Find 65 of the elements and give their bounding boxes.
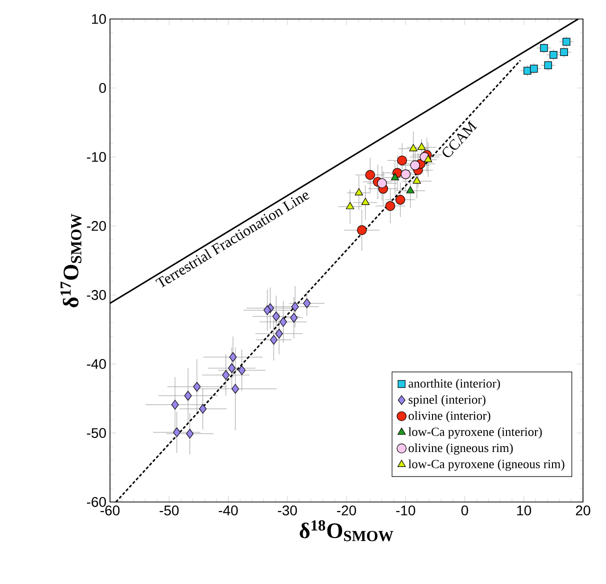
point xyxy=(184,390,192,401)
point xyxy=(424,155,432,162)
legend-label: olivine (interior) xyxy=(408,411,490,422)
legend-label: spinel (interior) xyxy=(408,395,486,406)
point xyxy=(395,194,406,205)
x-tick-label: -10 xyxy=(396,506,416,516)
point xyxy=(397,156,407,166)
point xyxy=(199,404,207,414)
x-tick-label: -20 xyxy=(337,506,356,516)
y-tick-label: -20 xyxy=(86,221,106,231)
point xyxy=(232,384,240,394)
point xyxy=(346,202,354,210)
point xyxy=(390,173,400,180)
point xyxy=(264,305,272,316)
point xyxy=(275,328,283,339)
point xyxy=(410,160,420,170)
point xyxy=(385,201,396,211)
x-tick-label: 20 xyxy=(576,506,590,516)
x-tick-label: 10 xyxy=(517,506,532,516)
point xyxy=(290,312,298,323)
point xyxy=(406,186,414,194)
point xyxy=(361,198,370,206)
y-tick-label: -50 xyxy=(86,428,106,438)
x-axis-title: δ$^{18}$O$_{SMOW}$ xyxy=(300,520,394,542)
point xyxy=(270,334,278,345)
point xyxy=(186,428,194,439)
legend-label: low-Ca pyroxene (igneous rim) xyxy=(408,459,564,471)
x-tick-label: -60 xyxy=(100,506,120,516)
y-tick-label: -60 xyxy=(86,497,106,507)
y-tick-label: -30 xyxy=(86,290,106,300)
y-tick-label: 10 xyxy=(92,14,106,24)
point xyxy=(171,400,179,410)
x-tick-label: -30 xyxy=(278,506,297,516)
point xyxy=(409,144,418,152)
point xyxy=(530,64,538,73)
point xyxy=(222,370,230,380)
point xyxy=(238,365,246,376)
point xyxy=(229,352,237,362)
x-tick-label: 0 xyxy=(461,506,468,516)
x-tick-label: -50 xyxy=(160,506,179,516)
y-tick-label: -10 xyxy=(86,152,106,162)
point xyxy=(400,169,411,180)
legend-label: low-Ca pyroxene (interior) xyxy=(408,427,542,439)
point xyxy=(354,188,364,196)
point xyxy=(377,178,387,188)
point xyxy=(303,298,311,308)
y-axis-title: δ$^{17}$O$_{SMOW}$ xyxy=(60,214,82,308)
point xyxy=(173,427,181,438)
point xyxy=(356,225,367,236)
point xyxy=(193,382,201,392)
legend-label: anorthite (interior) xyxy=(408,378,500,390)
y-tick-label: -40 xyxy=(86,359,106,369)
x-tick-label: -40 xyxy=(218,506,238,516)
point xyxy=(550,50,558,59)
point xyxy=(272,312,280,322)
point xyxy=(365,170,376,180)
point xyxy=(280,317,287,327)
point xyxy=(417,142,426,150)
legend-label: olivine (igneous rim) xyxy=(408,443,513,455)
point xyxy=(412,176,421,184)
point xyxy=(540,44,548,52)
y-tick-label: 0 xyxy=(99,83,106,93)
point xyxy=(291,302,299,312)
point xyxy=(544,61,552,70)
point xyxy=(228,363,236,374)
